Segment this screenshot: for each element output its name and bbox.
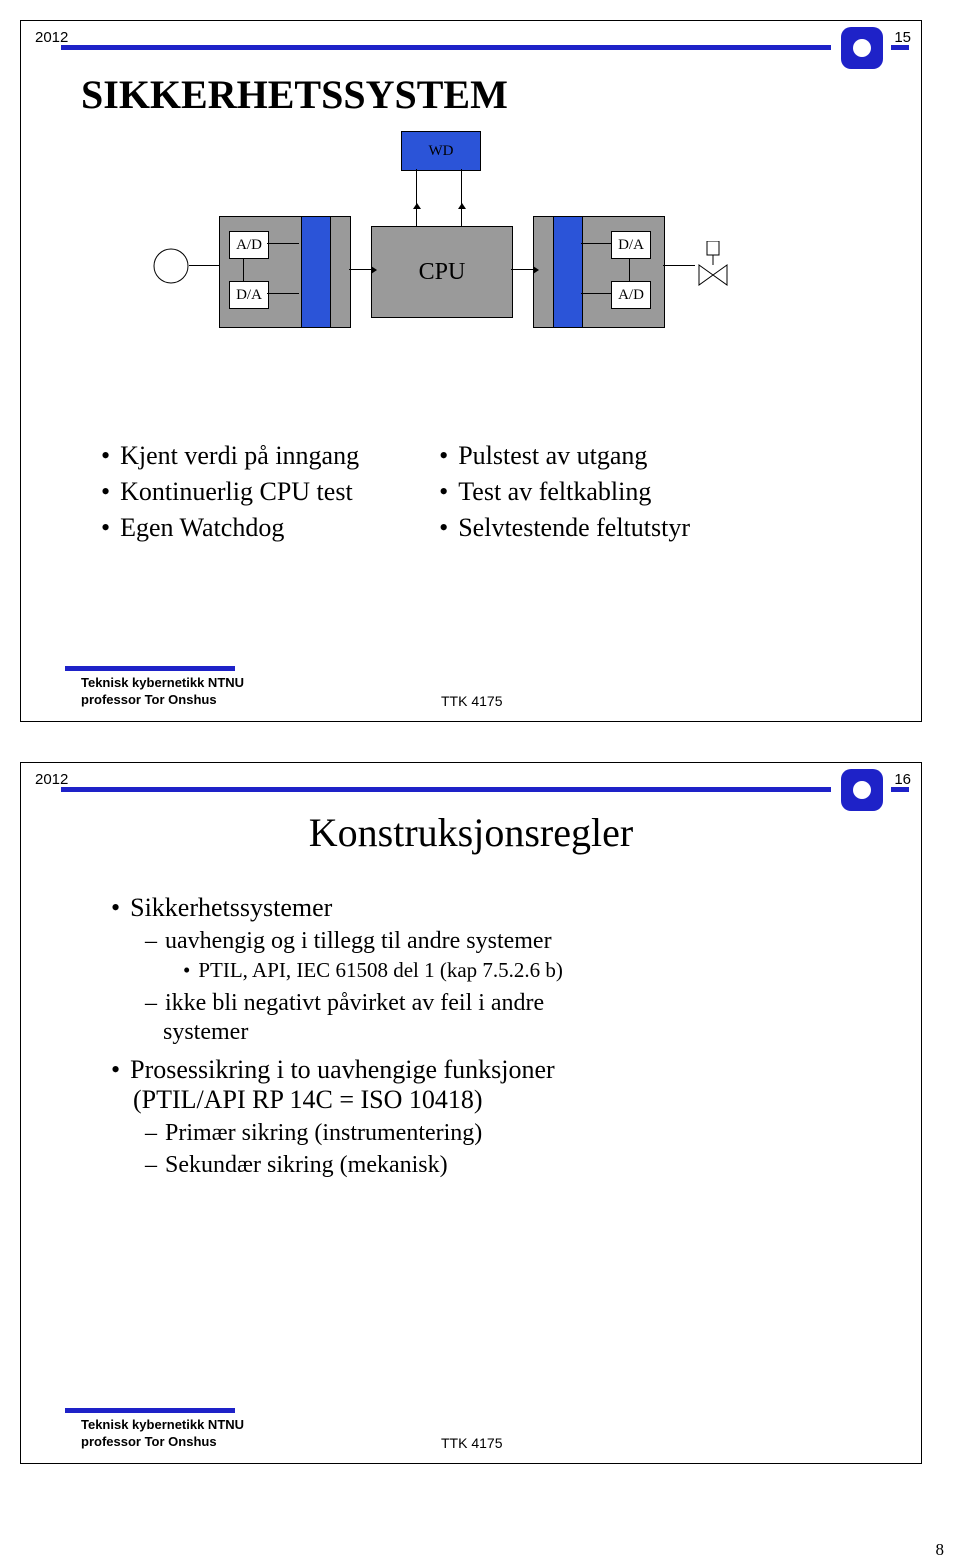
valve-icon xyxy=(695,241,745,291)
slide-16: 2012 16 Konstruksjonsregler Sikkerhetssy… xyxy=(20,762,922,1464)
bullet: Kjent verdi på inngang xyxy=(101,441,359,471)
cpu-box: CPU xyxy=(371,226,513,318)
bullet: Selvtestende feltutstyr xyxy=(439,513,690,543)
da-box-2: D/A xyxy=(611,231,651,259)
sensor-icon xyxy=(151,246,191,286)
slide-number: 16 xyxy=(894,771,911,788)
bullet: Egen Watchdog xyxy=(101,513,359,543)
blue-col-r xyxy=(553,216,583,328)
logo-icon xyxy=(841,769,883,811)
bullet: Pulstest av utgang xyxy=(439,441,690,471)
blue-col-l xyxy=(301,216,331,328)
footer-code: TTK 4175 xyxy=(441,693,502,709)
subbullet: Sekundær sikring (mekanisk) xyxy=(145,1151,871,1180)
wd-box: WD xyxy=(401,131,481,171)
da-box-1: D/A xyxy=(229,281,269,309)
ad-box-1: A/D xyxy=(229,231,269,259)
right-bullets: Pulstest av utgang Test av feltkabling S… xyxy=(439,441,690,549)
system-diagram: WD A/D D/A CPU D/A A/D xyxy=(201,131,761,411)
bullet-2: Prosessikring i to uavhengige funksjoner… xyxy=(111,1055,871,1181)
bullet-1: Sikkerhetssystemer uavhengig og i tilleg… xyxy=(111,893,871,1047)
subbullet: ikke bli negativt påvirket av feil i and… xyxy=(145,989,871,1047)
footer-rule xyxy=(65,666,235,671)
page-number: 8 xyxy=(936,1540,945,1560)
subbullet: uavhengig og i tillegg til andre systeme… xyxy=(145,927,871,983)
rule-top xyxy=(61,787,831,792)
footer-code: TTK 4175 xyxy=(441,1435,502,1451)
rule-top-r xyxy=(891,787,909,792)
footer-text: Teknisk kybernetikk NTNU professor Tor O… xyxy=(81,675,244,709)
rule-top-r xyxy=(891,45,909,50)
year-label: 2012 xyxy=(35,29,68,46)
year-label: 2012 xyxy=(35,771,68,788)
subsubbullet: PTIL, API, IEC 61508 del 1 (kap 7.5.2.6 … xyxy=(183,958,871,983)
footer-rule xyxy=(65,1408,235,1413)
slide-number: 15 xyxy=(894,29,911,46)
logo-icon xyxy=(841,27,883,69)
slide-title: SIKKERHETSSYSTEM xyxy=(81,71,508,118)
bullet: Kontinuerlig CPU test xyxy=(101,477,359,507)
bullet: Test av feltkabling xyxy=(439,477,690,507)
rule-top xyxy=(61,45,831,50)
footer-text: Teknisk kybernetikk NTNU professor Tor O… xyxy=(81,1417,244,1451)
left-bullets: Kjent verdi på inngang Kontinuerlig CPU … xyxy=(101,441,359,549)
subbullet: Primær sikring (instrumentering) xyxy=(145,1119,871,1148)
ad-box-2: A/D xyxy=(611,281,651,309)
slide-15: 2012 15 SIKKERHETSSYSTEM WD A/D D/A CPU … xyxy=(20,20,922,722)
slide-title: Konstruksjonsregler xyxy=(21,809,921,856)
content-bullets: Sikkerhetssystemer uavhengig og i tilleg… xyxy=(111,893,871,1188)
bullet-columns: Kjent verdi på inngang Kontinuerlig CPU … xyxy=(101,441,690,549)
